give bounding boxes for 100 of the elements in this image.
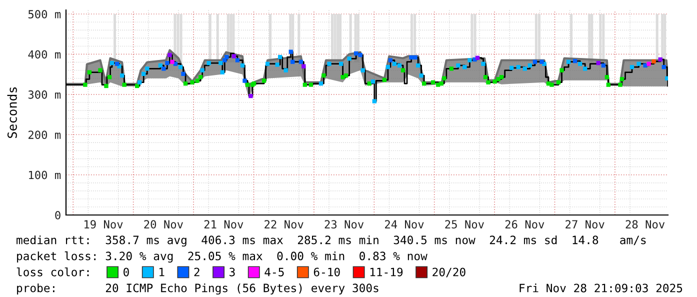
point (540, 60, 544, 64)
legend-label: 1 (160, 268, 164, 276)
point (190, 80, 194, 84)
point (358, 52, 362, 58)
point (630, 64, 634, 70)
point (409, 55, 414, 60)
point (468, 58, 472, 62)
x-tick-label: 21 Nov (204, 220, 244, 229)
point (308, 82, 314, 87)
legend-label: 0 (124, 268, 129, 276)
y-tick-label: 0 (55, 211, 60, 220)
point (475, 56, 480, 60)
point (232, 54, 236, 58)
legend-label: 3 (230, 268, 235, 276)
legend-label: 11-19 (370, 268, 403, 276)
x-tick-label: 19 Nov (84, 220, 123, 229)
point (606, 82, 611, 87)
point (327, 62, 332, 66)
point (178, 64, 183, 70)
point (532, 60, 538, 64)
point (462, 64, 467, 70)
point (218, 60, 223, 66)
legend-label: 6-10 (314, 268, 340, 276)
legend-label: 20/20 (432, 268, 466, 278)
point (483, 75, 488, 80)
point (168, 52, 172, 58)
x-tick-label: 24 Nov (385, 220, 424, 229)
point (439, 81, 444, 86)
point (242, 78, 247, 83)
point (240, 63, 245, 68)
point (138, 80, 142, 84)
point (183, 81, 188, 86)
point (195, 78, 200, 83)
point (400, 68, 406, 72)
point (492, 79, 497, 84)
point (322, 73, 326, 78)
point (181, 72, 186, 76)
point (618, 82, 622, 87)
point (278, 54, 282, 60)
point (224, 54, 229, 60)
point (142, 72, 146, 76)
point (560, 68, 564, 72)
point (583, 66, 588, 71)
point (528, 63, 532, 68)
point (665, 76, 668, 80)
point (516, 64, 520, 70)
point (104, 84, 108, 88)
point (662, 64, 666, 70)
point (449, 66, 454, 71)
point (382, 78, 387, 82)
y-tick-label: 200 m (28, 130, 61, 140)
y-tick-label: 500 m (28, 10, 61, 18)
point (284, 68, 288, 72)
point (496, 77, 500, 82)
point (275, 62, 280, 67)
point (245, 82, 250, 87)
point (120, 73, 124, 78)
point (499, 75, 504, 80)
point (344, 73, 348, 78)
point (318, 81, 324, 86)
point (347, 56, 352, 61)
point (165, 60, 170, 66)
y-tick-label: 100 m (29, 170, 61, 180)
y-axis-title: Seconds (7, 87, 17, 138)
point (481, 62, 486, 66)
point (170, 60, 174, 64)
legend-label: 2 (194, 268, 200, 276)
point (198, 75, 203, 80)
point (220, 70, 224, 74)
point (422, 81, 426, 86)
text: median rtt: 358.7 ms avg 406.3 ms max 285.2 ms min 340.5 ms now 24.2 ms sd 14.8 am/s (16, 235, 646, 247)
point (302, 82, 308, 87)
point (83, 82, 88, 87)
point (413, 55, 418, 60)
x-tick-label: 28 Nov (626, 220, 665, 229)
point (98, 68, 102, 72)
point (556, 80, 561, 84)
point (290, 60, 295, 64)
point (206, 60, 211, 66)
point (200, 68, 204, 72)
point (550, 82, 554, 87)
point (572, 58, 578, 64)
point (486, 80, 490, 84)
y-tick-label: 400 m (28, 50, 61, 59)
point (338, 62, 344, 66)
point (601, 63, 606, 68)
x-tick-label: 27 Nov (566, 220, 604, 229)
point (652, 59, 656, 64)
text: probe: 20 ICMP Echo Pings (56 Bytes) every 300s (17, 283, 378, 295)
point (419, 73, 424, 78)
x-tick-label: 25 Nov (445, 220, 484, 229)
point (620, 77, 624, 82)
point (288, 50, 293, 54)
point (646, 62, 651, 66)
legend-label: 4-5 (264, 268, 284, 276)
point (354, 51, 358, 56)
point (456, 63, 460, 68)
point (578, 62, 582, 66)
y-tick-label: 300 m (28, 90, 61, 99)
x-tick-label: 22 Nov (264, 220, 304, 229)
